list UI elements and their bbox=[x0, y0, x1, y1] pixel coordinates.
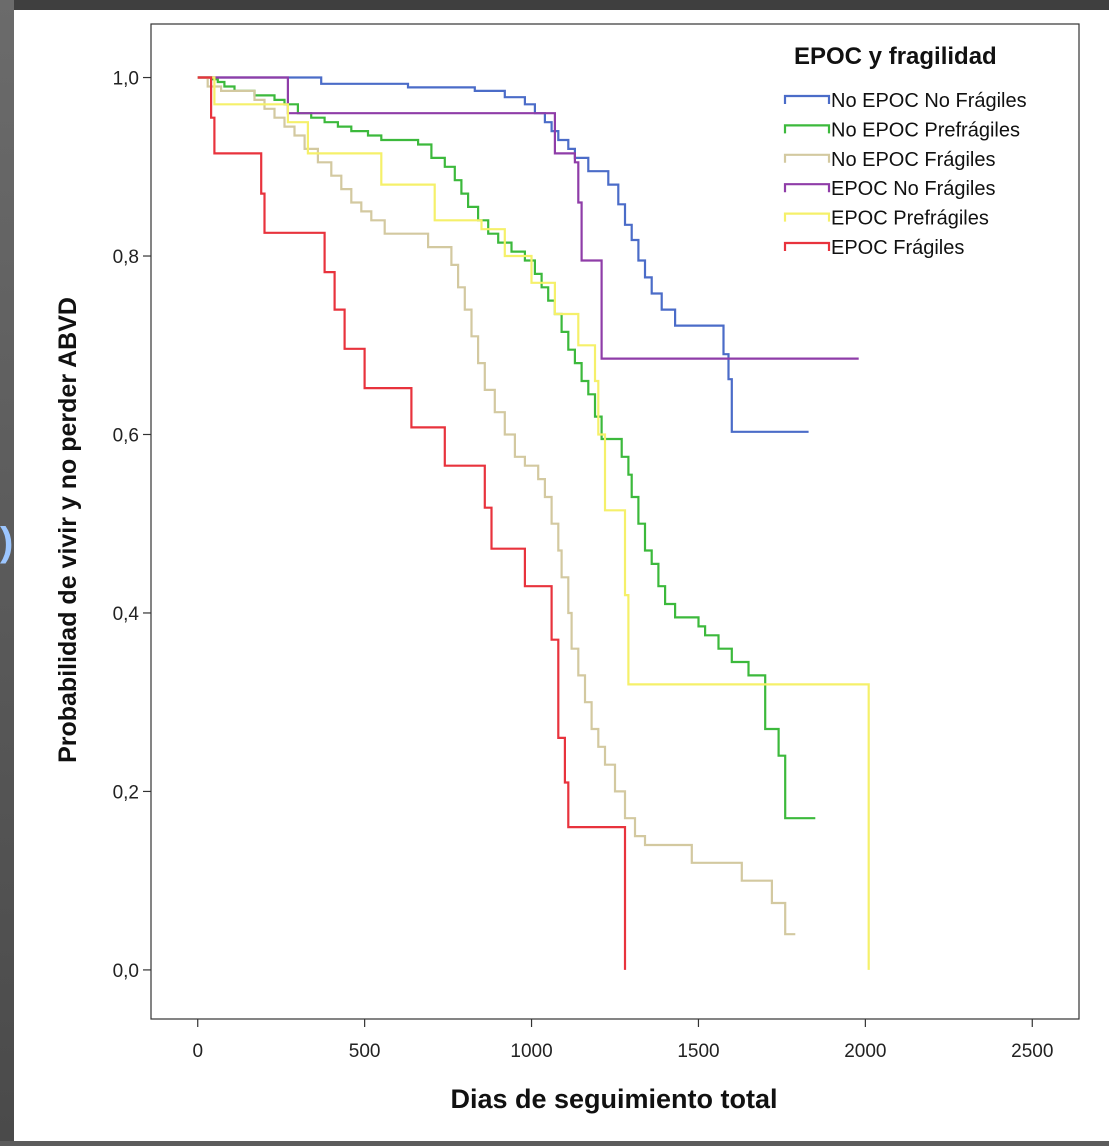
legend-swatch bbox=[783, 124, 831, 134]
window-top-bar bbox=[0, 0, 1109, 10]
series-line-5 bbox=[197, 76, 870, 970]
slide-edge-strip bbox=[0, 0, 14, 1141]
chart-panel: 0 500 1000 1500 2000 2500 0,0 0,2 0,4 0,6 0,8 1,0 E… bbox=[14, 10, 1109, 1141]
series-line-2 bbox=[197, 76, 816, 820]
legend-swatch bbox=[783, 153, 831, 163]
y-axis-label: Probabilidad de vivir y no perder ABVD bbox=[54, 297, 82, 763]
legend-swatch bbox=[783, 94, 831, 104]
series-line-3 bbox=[197, 76, 796, 936]
x-axis-label: Dias de seguimiento total bbox=[450, 1084, 777, 1114]
legend-entry-label: EPOC No Frágiles bbox=[831, 178, 996, 200]
series-line-1 bbox=[197, 76, 809, 433]
y-tick-label: 0,4 bbox=[113, 604, 140, 625]
series-layer bbox=[197, 76, 870, 970]
x-tick-label: 2500 bbox=[1011, 1041, 1053, 1062]
y-tick-label: 0,2 bbox=[113, 782, 139, 803]
series-line-4 bbox=[197, 76, 859, 360]
x-tick-label: 1500 bbox=[677, 1041, 719, 1062]
series-line-6 bbox=[197, 76, 627, 970]
legend-entry-label: EPOC Frágiles bbox=[831, 237, 964, 259]
legend-title: EPOC y fragilidad bbox=[794, 43, 997, 70]
legend-swatch bbox=[783, 241, 831, 251]
plot-frame bbox=[150, 23, 1080, 1020]
y-tick-label: 0,0 bbox=[113, 961, 139, 982]
x-tick-label: 500 bbox=[349, 1041, 381, 1062]
legend-swatch bbox=[783, 183, 831, 193]
y-tick-label: 0,6 bbox=[113, 425, 139, 446]
y-tick-label: 1,0 bbox=[113, 69, 139, 90]
x-tick-label: 1000 bbox=[510, 1041, 552, 1062]
survival-chart: 0 500 1000 1500 2000 2500 0,0 0,2 0,4 0,6 0,8 1,0 E… bbox=[54, 23, 1080, 1114]
x-tick-label: 2000 bbox=[844, 1041, 886, 1062]
legend-entry-label: EPOC Prefrágiles bbox=[831, 208, 989, 230]
axis-layer: 0 500 1000 1500 2000 2500 0,0 0,2 0,4 0,6 0,8 1,0 bbox=[113, 69, 1054, 1062]
legend-entry-label: No EPOC Frágiles bbox=[831, 149, 996, 171]
legend-swatch bbox=[783, 212, 831, 222]
legend-entry-label: No EPOC No Frágiles bbox=[831, 90, 1027, 112]
y-tick-label: 0,8 bbox=[113, 247, 139, 268]
x-tick-label: 0 bbox=[192, 1041, 203, 1062]
slide-bullet-glyph: ) bbox=[0, 520, 14, 564]
legend-entry-label: No EPOC Prefrágiles bbox=[831, 119, 1020, 141]
legend: EPOC y fragilidad No EPOC No Frágiles No … bbox=[783, 43, 1027, 259]
